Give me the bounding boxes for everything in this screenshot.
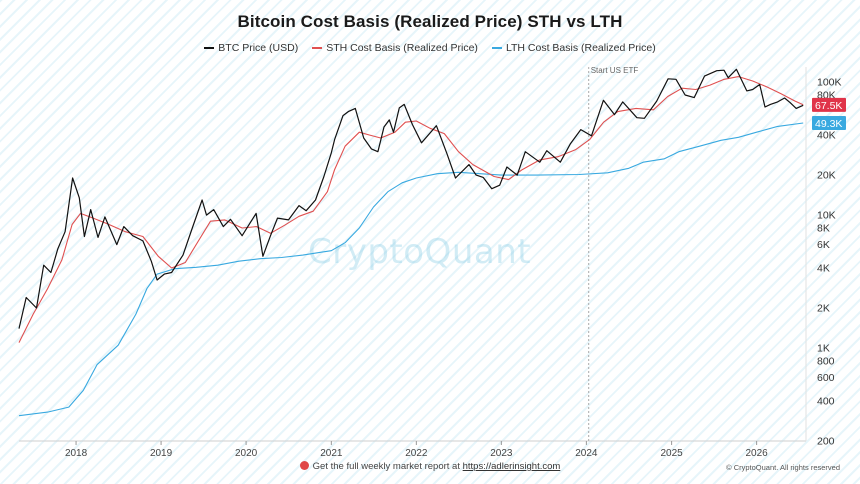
y-tick-label: 100K <box>817 77 842 89</box>
lth-cost-basis-line <box>18 122 804 417</box>
y-tick-label: 4K <box>817 263 830 275</box>
y-tick-label: 600 <box>817 372 835 384</box>
lth-last-value-label: 49.3K <box>815 118 842 130</box>
legend-label: LTH Cost Basis (Realized Price) <box>505 42 656 54</box>
x-tick-label: 2019 <box>150 448 173 459</box>
btc-price-line <box>18 68 804 329</box>
x-tick-label: 2021 <box>320 448 343 459</box>
y-tick-label: 10K <box>817 210 836 222</box>
y-tick-label: 1K <box>817 343 830 355</box>
copyright-text: © CryptoQuant. All rights reserved <box>726 463 840 472</box>
legend-swatch <box>312 47 323 49</box>
etf-annotation-label: Start US ETF <box>591 66 639 75</box>
y-tick-label: 8K <box>817 222 830 234</box>
footer-link[interactable]: https://adlerinsight.com <box>462 461 561 472</box>
y-tick-label: 200 <box>817 436 835 448</box>
x-tick-label: 2022 <box>405 448 428 459</box>
x-tick-label: 2025 <box>660 448 683 459</box>
watermark-text: CryptoQuant <box>308 232 532 272</box>
legend-swatch <box>491 47 502 49</box>
lth-last-value-badge <box>812 115 846 130</box>
legend-item-sth[interactable]: STH Cost Basis (Realized Price) <box>312 42 478 54</box>
sth-cost-basis-line <box>18 76 804 343</box>
x-tick-label: 2023 <box>490 448 513 459</box>
legend: BTC Price (USD) STH Cost Basis (Realized … <box>0 42 860 54</box>
chart-title: Bitcoin Cost Basis (Realized Price) STH … <box>237 12 623 31</box>
x-tick-label: 2018 <box>65 448 88 459</box>
sth-last-value-badge <box>812 97 846 112</box>
legend-swatch <box>204 47 215 49</box>
x-tick-label: 2024 <box>575 448 598 459</box>
x-tick-label: 2026 <box>745 448 768 459</box>
x-tick-label: 2020 <box>235 448 258 459</box>
y-tick-label: 400 <box>817 395 835 407</box>
y-tick-label: 2K <box>817 303 830 315</box>
sth-last-value-label: 67.5K <box>815 100 842 112</box>
legend-item-lth[interactable]: LTH Cost Basis (Realized Price) <box>491 42 656 54</box>
y-tick-label: 20K <box>817 170 836 182</box>
footer-text: Get the full weekly market report at <box>312 461 460 472</box>
y-tick-label: 40K <box>817 130 836 142</box>
footer-note: Get the full weekly market report at htt… <box>0 461 860 472</box>
legend-label: STH Cost Basis (Realized Price) <box>326 42 478 54</box>
legend-label: BTC Price (USD) <box>218 42 299 54</box>
legend-item-btc[interactable]: BTC Price (USD) <box>204 42 298 54</box>
y-tick-label: 800 <box>817 355 835 367</box>
report-icon <box>299 461 309 470</box>
y-tick-label: 6K <box>817 239 830 251</box>
